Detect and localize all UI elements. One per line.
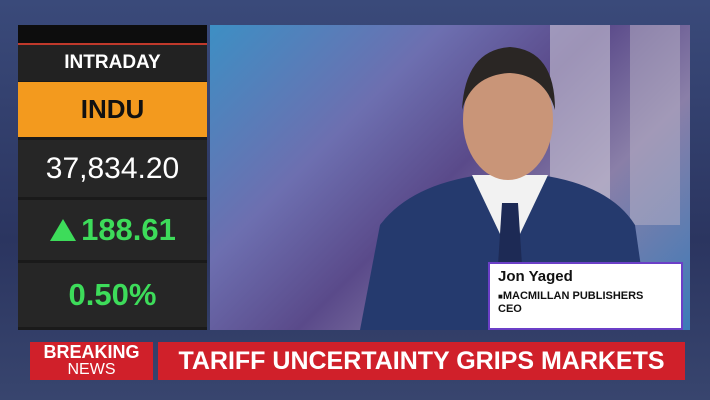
- breaking-tag: BREAKING NEWS: [30, 342, 153, 380]
- ticker-symbol: INDU: [18, 82, 207, 137]
- face: [463, 60, 553, 180]
- lower-third: Jon Yaged ■MACMILLAN PUBLISHERS CEO: [488, 262, 683, 330]
- ticker-change-row: 188.61: [18, 200, 207, 260]
- ticker-percent: 0.50%: [18, 263, 207, 327]
- headline: TARIFF UNCERTAINTY GRIPS MARKETS: [158, 342, 685, 380]
- guest-title-line: ■MACMILLAN PUBLISHERS: [498, 290, 644, 302]
- guest-name: Jon Yaged: [498, 268, 573, 285]
- panel-header: [18, 25, 207, 45]
- tag-line: NEWS: [67, 361, 116, 378]
- video-scene: [360, 25, 680, 330]
- guest-title-text: MACMILLAN PUBLISHERS: [502, 290, 644, 302]
- ticker-price: 37,834.20: [18, 140, 207, 197]
- column: [630, 25, 680, 225]
- ticker-label: INTRADAY: [18, 45, 207, 81]
- ticker-change: 188.61: [81, 212, 176, 247]
- ticker-panel: INTRADAY INDU 37,834.20 188.61 0.50%: [18, 25, 207, 330]
- guest-title: ■MACMILLAN PUBLISHERS CEO: [498, 290, 643, 315]
- hair: [462, 47, 555, 110]
- video-feed: [210, 25, 690, 330]
- up-arrow: [50, 219, 77, 241]
- tag-line: BREAKING: [43, 342, 140, 362]
- guest-title-line: CEO: [498, 303, 522, 315]
